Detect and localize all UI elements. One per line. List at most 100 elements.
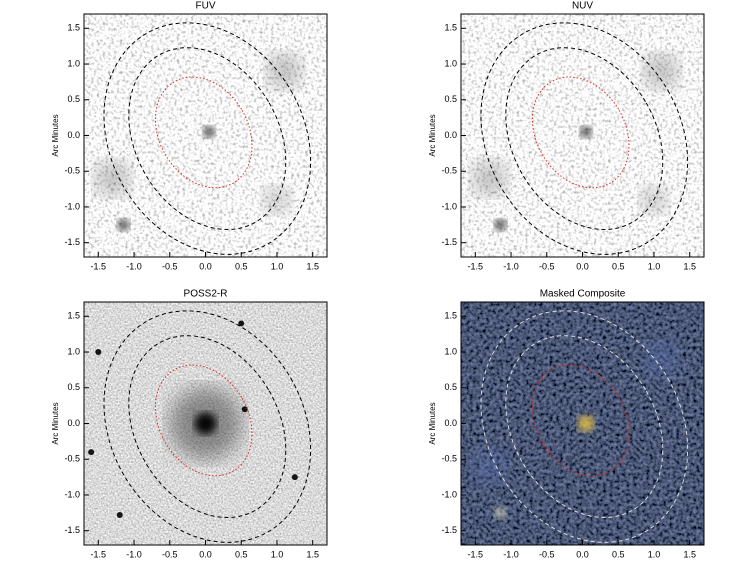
y-tick-label: -1.5 (441, 525, 457, 535)
image (84, 14, 327, 257)
x-tick-label: 1.0 (271, 549, 284, 559)
y-tick-label: 1.5 (444, 311, 457, 321)
source (194, 412, 217, 435)
x-tick-label: -1.0 (503, 549, 519, 559)
y-axis-label: Arc Minutes (428, 402, 437, 444)
source (580, 125, 593, 138)
y-tick-label: -1.5 (441, 237, 457, 247)
y-tick-label: -1.0 (64, 201, 80, 211)
x-tick-label: 1.0 (648, 261, 661, 271)
aperture (480, 22, 689, 255)
y-tick-label: -0.5 (64, 166, 80, 176)
y-tick-label: -1.0 (441, 201, 457, 211)
y-tick-label: 0.5 (444, 382, 457, 392)
x-tick-label: 0.0 (199, 261, 212, 271)
y-tick-label: 1.0 (67, 58, 80, 68)
aperture (154, 76, 253, 189)
x-tick-label: 1.5 (306, 261, 319, 271)
source (95, 349, 102, 356)
y-axis-label: Arc Minutes (51, 402, 60, 444)
x-tick-label: -0.5 (539, 549, 555, 559)
y-tick-label: 0.0 (444, 418, 457, 428)
aperture (531, 364, 630, 477)
x-tick-label: 1.0 (271, 261, 284, 271)
y-tick-label: 1.0 (67, 346, 80, 356)
y-tick-label: -1.5 (64, 525, 80, 535)
source (643, 341, 680, 378)
source (88, 449, 95, 456)
y-tick-label: -1.0 (64, 489, 80, 499)
panel-title: Masked Composite (540, 289, 626, 300)
y-tick-label: 0.0 (67, 130, 80, 140)
panel-title: POSS2-R (184, 289, 228, 300)
source (238, 320, 245, 327)
source (94, 160, 131, 197)
source (494, 506, 507, 519)
panel-title: FUV (196, 1, 216, 12)
y-tick-label: 0.0 (67, 418, 80, 428)
y-tick-label: 0.5 (67, 382, 80, 392)
y-axis-label: Arc Minutes (428, 114, 437, 156)
panel: -1.5 -1.0 -0.5 0.0 0.5 1.0 1.5 -1.5 -1.0 -0.5 0.0 0… (51, 1, 328, 271)
aperture (128, 47, 287, 230)
x-tick-label: 0.0 (576, 261, 589, 271)
y-tick-label: 0.5 (67, 94, 80, 104)
y-tick-label: 0.0 (444, 130, 457, 140)
source (643, 53, 680, 90)
x-tick-label: 1.5 (306, 549, 319, 559)
x-tick-label: -1.5 (468, 549, 484, 559)
x-tick-label: -1.0 (126, 261, 142, 271)
x-tick-label: 0.5 (612, 549, 625, 559)
x-tick-label: 0.0 (576, 549, 589, 559)
x-tick-label: -1.5 (91, 549, 107, 559)
x-tick-label: 0.0 (199, 549, 212, 559)
aperture (103, 310, 312, 543)
y-tick-label: 1.5 (444, 23, 457, 33)
source (117, 218, 130, 231)
panel: -1.5 -1.0 -0.5 0.0 0.5 1.0 1.5 -1.5 -1.0 -0.5 0.0 0… (428, 1, 705, 271)
panel: -1.5 -1.0 -0.5 0.0 0.5 1.0 1.5 -1.5 -1.0 -0.5 0.0 0… (428, 289, 705, 559)
x-tick-label: -1.0 (126, 549, 142, 559)
x-tick-label: 0.5 (235, 261, 248, 271)
y-tick-label: 1.0 (444, 346, 457, 356)
image (461, 302, 704, 545)
y-tick-label: -0.5 (441, 166, 457, 176)
x-tick-label: 0.5 (235, 549, 248, 559)
y-tick-label: -0.5 (441, 454, 457, 464)
x-tick-label: -0.5 (539, 261, 555, 271)
y-axis-label: Arc Minutes (51, 114, 60, 156)
source (471, 160, 508, 197)
source (241, 406, 248, 413)
y-tick-label: 1.5 (67, 311, 80, 321)
y-tick-label: -1.0 (441, 489, 457, 499)
aperture (480, 310, 689, 543)
aperture (154, 364, 253, 477)
image (461, 14, 704, 257)
source (266, 53, 303, 90)
source (116, 511, 123, 518)
image (84, 302, 327, 545)
y-tick-label: -1.5 (64, 237, 80, 247)
panel-title: NUV (572, 1, 593, 12)
y-tick-label: 0.5 (444, 94, 457, 104)
x-tick-label: -1.5 (468, 261, 484, 271)
source (203, 125, 216, 138)
x-tick-label: -1.0 (503, 261, 519, 271)
source (291, 474, 298, 481)
y-tick-label: 1.5 (67, 23, 80, 33)
source (494, 218, 507, 231)
x-tick-label: -0.5 (162, 261, 178, 271)
x-tick-label: 1.5 (683, 549, 696, 559)
y-tick-label: 1.0 (444, 58, 457, 68)
aperture (505, 47, 664, 230)
x-tick-label: 1.0 (648, 549, 661, 559)
source (578, 415, 595, 432)
panel: -1.5 -1.0 -0.5 0.0 0.5 1.0 1.5 -1.5 -1.0 -0.5 0.0 0… (51, 289, 328, 559)
y-tick-label: -0.5 (64, 454, 80, 464)
x-tick-label: -1.5 (91, 261, 107, 271)
x-tick-label: 1.5 (683, 261, 696, 271)
source (471, 448, 508, 485)
x-tick-label: -0.5 (162, 549, 178, 559)
aperture (103, 22, 312, 255)
